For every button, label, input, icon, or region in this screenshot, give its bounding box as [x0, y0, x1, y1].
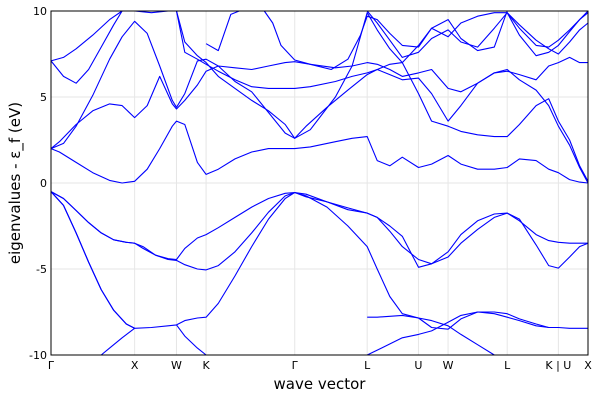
x-tick-label: K | U	[545, 359, 571, 372]
band-line-14	[175, 10, 589, 184]
x-tick-label: Γ	[292, 359, 299, 372]
band-line-13	[134, 10, 589, 182]
band-line-8	[50, 120, 589, 184]
y-axis-label: eigenvalues - ε_f (eV)	[6, 102, 25, 264]
band-line-15	[205, 10, 240, 52]
band-line-7	[366, 311, 559, 356]
x-tick-label: X	[131, 359, 139, 372]
x-tick-label: X	[584, 359, 592, 372]
y-tick-label: 0	[40, 177, 47, 190]
band-line-12	[50, 10, 123, 62]
band-line-17	[366, 10, 589, 58]
x-tick-label: U	[414, 359, 422, 372]
y-tick-label: 5	[40, 91, 47, 104]
band-line-10	[50, 12, 589, 150]
y-axis-ticks: -10 -5 0 5 10	[29, 5, 47, 362]
band-lines	[50, 10, 589, 356]
x-tick-label: Γ	[48, 359, 55, 372]
band-line-4	[50, 191, 136, 356]
band-line-6	[367, 314, 495, 356]
x-tick-label: W	[443, 359, 454, 372]
band-line-18	[506, 10, 589, 57]
band-line-11	[50, 10, 123, 84]
band-line-16	[263, 10, 508, 71]
band-line-5	[176, 324, 207, 356]
y-tick-label: 10	[33, 5, 47, 18]
x-tick-label: L	[504, 359, 511, 372]
plot-frame	[50, 10, 589, 356]
x-tick-label: L	[364, 359, 371, 372]
x-tick-label: W	[171, 359, 182, 372]
y-tick-label: -10	[29, 349, 47, 362]
x-axis-ticks: Γ X W K Γ L U W L K | U X	[48, 359, 592, 372]
y-tick-label: -5	[36, 263, 47, 276]
x-axis-label: wave vector	[274, 375, 367, 393]
band-line-3	[50, 191, 588, 330]
grid	[50, 10, 589, 356]
x-tick-label: K	[202, 359, 210, 372]
